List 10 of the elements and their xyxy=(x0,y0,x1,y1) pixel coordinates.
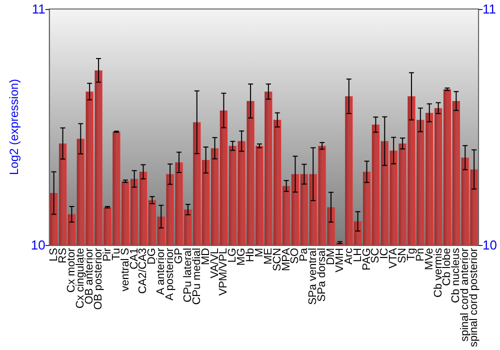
x-tick-label: SCN xyxy=(271,248,284,272)
x-tick-label: spinal cord posterior xyxy=(468,248,480,348)
x-tick-label: MVe xyxy=(423,248,436,270)
y-axis-title: Log2 (expression) xyxy=(7,78,21,176)
x-tick-label: A posterior xyxy=(164,248,176,301)
x-tick-label: CPu medial xyxy=(190,248,203,305)
y2-tick-label: 11 xyxy=(482,2,496,16)
y2-tick-label: 10 xyxy=(482,237,498,252)
x-tick-label: Tg xyxy=(405,248,418,261)
x-tick-label: M xyxy=(253,248,266,258)
